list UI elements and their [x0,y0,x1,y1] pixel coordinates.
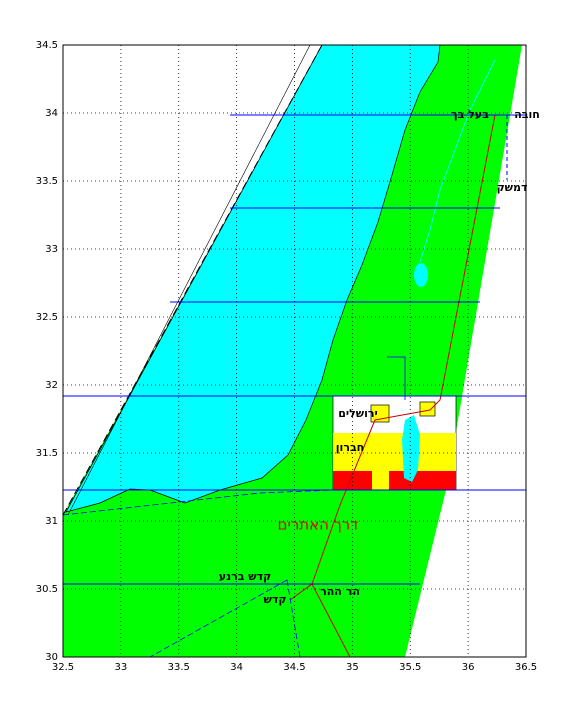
place-label: קדש ברנע [219,570,271,583]
path [387,356,406,400]
x-tick-label: 34.5 [283,662,305,673]
x-tick-label: 32.5 [52,662,74,673]
route [311,583,351,658]
y-tick-label: 30.5 [36,584,58,595]
x-tick-label: 35 [346,662,359,673]
region-yellow [333,433,456,471]
river [419,59,496,263]
x-tick-label: 33 [115,662,128,673]
y-tick-label: 31 [45,516,58,527]
y-tick-label: 31.5 [36,448,58,459]
x-tick-label: 33.5 [168,662,190,673]
place-label: ירושלים [338,407,378,420]
place-label: קדש [264,593,287,606]
place-label: בעל בך [451,108,489,121]
path [62,489,334,658]
axes-frame [62,44,527,658]
region-red [333,471,456,490]
lake [414,263,428,287]
x-tick-label: 34 [230,662,243,673]
border-line [67,44,311,516]
region-yellow [372,471,389,490]
x-tick-label: 35.5 [399,662,421,673]
latitude-lines [63,114,526,585]
x-tick-label: 36 [462,662,475,673]
route-label: דרך האתרים [278,516,359,534]
place-label: דמשק [497,181,528,194]
place-label: חברון [336,441,364,454]
labels: חובה בעל בך דמשק ירושלים חברון דרך האתרי… [219,108,540,606]
map-shapes [62,44,522,658]
y-tick-label: 32.5 [36,312,58,323]
y-tick-label: 30 [45,652,58,663]
y-tick-label: 32 [45,380,58,391]
y-tick-label: 34.5 [36,40,58,51]
border-line [62,44,323,516]
place-label: הר ההר [320,585,360,598]
city-box [370,404,390,423]
y-tick-label: 33.5 [36,176,58,187]
sea [65,44,441,513]
y-tick-label: 34 [45,108,58,119]
x-tick-label: 36.5 [515,662,537,673]
y-tick-label: 33 [45,244,58,255]
city-box [419,401,436,417]
dead-sea [402,415,420,482]
place-label: חובה [514,108,540,121]
